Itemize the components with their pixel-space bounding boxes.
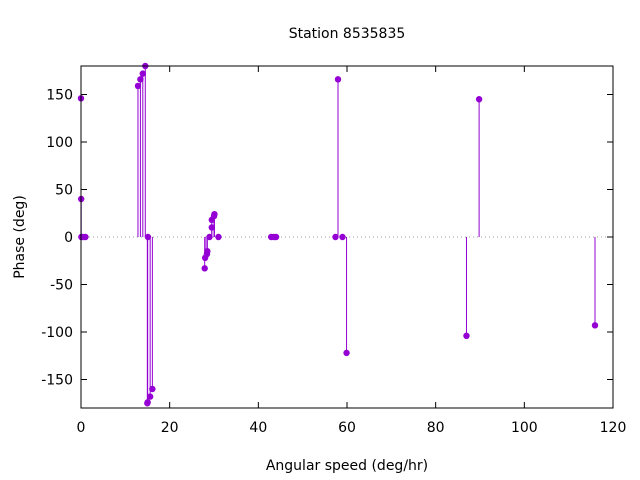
- x-tick-label: 120: [600, 420, 627, 436]
- x-tick-label: 20: [161, 420, 179, 436]
- data-point: [343, 349, 350, 357]
- data-point: [591, 322, 599, 329]
- y-tick-label: 0: [64, 230, 73, 246]
- data-point: [137, 76, 144, 83]
- data-point: [134, 82, 142, 90]
- data-point: [215, 233, 222, 241]
- data-point: [334, 76, 342, 83]
- x-tick-label: 60: [338, 420, 356, 436]
- y-tick-label: -50: [50, 278, 73, 294]
- x-axis-label: Angular speed (deg/hr): [266, 458, 428, 474]
- data-point: [475, 96, 483, 103]
- data-points: [77, 62, 599, 407]
- x-tick-label: 40: [249, 420, 267, 436]
- data-point: [272, 233, 280, 241]
- data-point: [339, 233, 346, 241]
- y-tick-label: -100: [41, 325, 73, 341]
- data-point: [146, 393, 154, 400]
- plot-frame: [80, 65, 614, 409]
- data-point: [201, 265, 208, 272]
- x-axis-ticks: 0 20 40 60 80 100 120: [77, 66, 627, 436]
- data-point: [211, 211, 218, 218]
- y-tick-label: 50: [55, 183, 73, 199]
- y-tick-label: 150: [46, 88, 73, 104]
- data-point: [332, 233, 339, 241]
- data-point: [139, 70, 147, 77]
- data-point: [204, 248, 211, 255]
- x-tick-label: 80: [427, 420, 445, 436]
- y-tick-label: -150: [41, 373, 73, 389]
- data-impulses: [80, 66, 596, 404]
- data-point: [82, 233, 89, 241]
- y-tick-label: 100: [46, 135, 73, 151]
- chart-title: Station 8535835: [289, 26, 406, 42]
- y-axis-ticks: -150 -100 -50 0 50 100 150: [41, 88, 613, 389]
- data-point: [206, 233, 213, 241]
- x-tick-label: 100: [511, 420, 538, 436]
- y-axis-label: Phase (deg): [12, 195, 28, 279]
- data-point: [463, 332, 470, 339]
- x-tick-label: 0: [77, 420, 86, 436]
- data-point: [208, 224, 215, 231]
- data-point: [149, 385, 156, 393]
- data-point: [144, 233, 152, 241]
- data-point: [144, 399, 151, 406]
